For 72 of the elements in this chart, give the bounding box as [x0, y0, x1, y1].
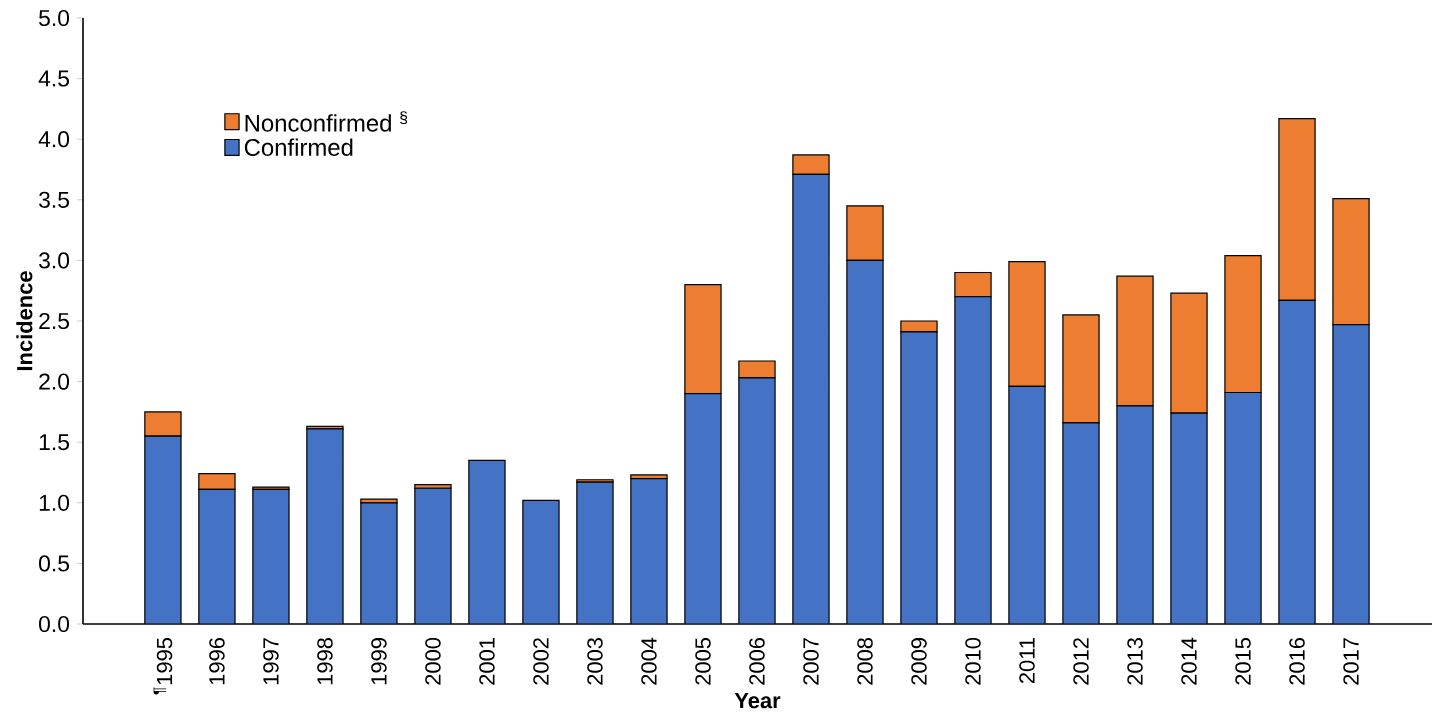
bar	[792, 173, 830, 624]
x-tick-label: 2014	[1181, 637, 1197, 685]
x-tick-label: 2017	[1343, 638, 1359, 685]
x-tick-label: 1996	[209, 638, 225, 685]
bar	[954, 271, 992, 298]
y-tick-label: 0.0	[39, 615, 70, 633]
x-tick-label: 2007	[803, 638, 819, 685]
y-tick-label: 3.5	[38, 191, 69, 208]
x-tick-label: 2008	[857, 638, 873, 685]
bar	[1332, 324, 1370, 624]
x-tick-label: $^{¶}$1995	[153, 637, 173, 695]
bar	[1116, 405, 1154, 624]
bar	[576, 481, 614, 624]
y-tick-label: 2.0	[39, 373, 70, 390]
bar	[1170, 292, 1208, 414]
y-tick-label: 1.0	[39, 494, 70, 511]
x-tick-label: 2000	[425, 637, 441, 685]
bar	[198, 473, 236, 491]
y-tick-label: 1.5	[39, 434, 69, 451]
bar	[846, 259, 884, 624]
bar	[468, 459, 506, 624]
y-tick-label: 4.0	[38, 131, 70, 148]
x-tick-label: 1998	[317, 638, 333, 685]
y-tick-label: 3.0	[38, 252, 70, 269]
x-axis-title: Year	[734, 693, 781, 709]
bar	[522, 499, 560, 624]
x-tick-label: 2005	[695, 637, 711, 685]
bar	[306, 428, 344, 624]
legend-label: Confirmed	[244, 138, 353, 156]
bar	[630, 477, 668, 624]
x-tick-label: 1997	[263, 638, 279, 685]
x-tick-label: 2003	[587, 638, 603, 685]
bar	[360, 502, 398, 624]
bar	[1008, 261, 1046, 388]
x-tick-label: 2006	[749, 638, 765, 685]
bar	[1008, 385, 1046, 624]
bar	[144, 435, 182, 624]
bar	[1062, 422, 1100, 624]
bar	[900, 331, 938, 624]
x-tick-label: 2004	[641, 637, 657, 685]
bar	[738, 377, 776, 624]
x-tick-label: 2013	[1127, 638, 1143, 685]
x-tick-label: 2002	[533, 638, 549, 685]
x-tick-label: 1999	[371, 638, 387, 685]
bar	[900, 320, 938, 333]
legend-label: Nonconfirmed $^{§}$	[245, 111, 408, 132]
bar	[252, 488, 290, 624]
x-tick-label: 2016	[1289, 638, 1305, 685]
y-axis-title: Incidence	[16, 271, 33, 371]
bar	[1116, 275, 1154, 407]
bar	[1062, 314, 1100, 424]
x-tick-label: 2012	[1073, 638, 1089, 685]
bar	[198, 488, 236, 624]
x-tick-label: 2011	[1019, 638, 1035, 684]
y-tick-label: 0.5	[39, 555, 69, 572]
bar	[1170, 412, 1208, 624]
bar	[846, 205, 884, 261]
y-tick-label: 4.5	[38, 70, 69, 87]
bar	[954, 296, 992, 624]
bar	[684, 284, 722, 395]
bar	[414, 487, 452, 624]
bar	[1278, 299, 1316, 624]
x-tick-label: 2015	[1235, 637, 1251, 685]
bar	[1224, 254, 1262, 394]
y-tick-label: 2.5	[39, 312, 69, 330]
bar	[738, 360, 776, 379]
bar	[1224, 391, 1262, 624]
x-tick-label: 2010	[965, 637, 981, 685]
x-tick-label: 2009	[911, 638, 927, 685]
y-tick-label: 5.0	[39, 9, 70, 27]
x-tick-label: 2001	[479, 638, 495, 685]
bar	[684, 393, 722, 624]
